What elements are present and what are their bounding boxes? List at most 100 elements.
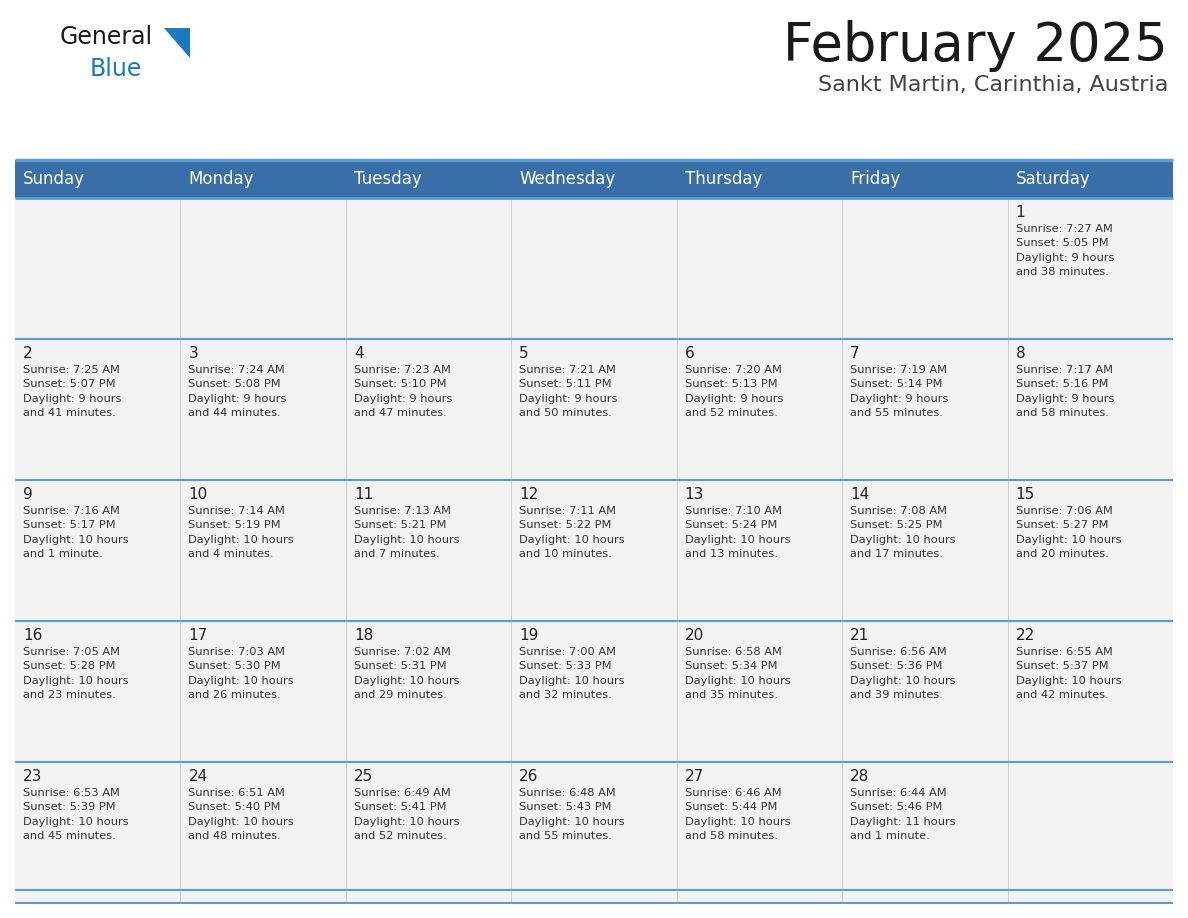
Text: Thursday: Thursday [684,170,762,188]
Text: Sunrise: 7:03 AM
Sunset: 5:30 PM
Daylight: 10 hours
and 26 minutes.: Sunrise: 7:03 AM Sunset: 5:30 PM Dayligh… [189,647,295,700]
Bar [181,762,346,903]
Text: 20: 20 [684,628,704,643]
Bar [346,480,511,621]
Bar [842,480,1007,621]
Bar [346,198,511,339]
Text: Sunrise: 6:44 AM
Sunset: 5:46 PM
Daylight: 11 hours
and 1 minute.: Sunrise: 6:44 AM Sunset: 5:46 PM Dayligh… [851,788,956,841]
Text: Wednesday: Wednesday [519,170,615,188]
Text: 7: 7 [851,346,860,361]
Text: 21: 21 [851,628,870,643]
Text: 10: 10 [189,487,208,502]
Bar [511,480,677,621]
Text: 23: 23 [23,769,43,784]
Text: 26: 26 [519,769,538,784]
Text: 15: 15 [1016,487,1035,502]
Text: Sunrise: 6:55 AM
Sunset: 5:37 PM
Daylight: 10 hours
and 42 minutes.: Sunrise: 6:55 AM Sunset: 5:37 PM Dayligh… [1016,647,1121,700]
Text: Sunrise: 7:11 AM
Sunset: 5:22 PM
Daylight: 10 hours
and 10 minutes.: Sunrise: 7:11 AM Sunset: 5:22 PM Dayligh… [519,506,625,559]
Text: 9: 9 [23,487,33,502]
Text: Sunrise: 7:06 AM
Sunset: 5:27 PM
Daylight: 10 hours
and 20 minutes.: Sunrise: 7:06 AM Sunset: 5:27 PM Dayligh… [1016,506,1121,559]
Text: 27: 27 [684,769,704,784]
Text: 3: 3 [189,346,198,361]
Text: General: General [61,25,153,49]
Text: Sunrise: 7:21 AM
Sunset: 5:11 PM
Daylight: 9 hours
and 50 minutes.: Sunrise: 7:21 AM Sunset: 5:11 PM Dayligh… [519,365,618,419]
Bar [511,621,677,762]
Bar [677,480,842,621]
Text: Monday: Monday [189,170,254,188]
Bar [15,339,181,480]
Bar [677,762,842,903]
Bar [842,762,1007,903]
Text: 18: 18 [354,628,373,643]
Text: Sunrise: 7:16 AM
Sunset: 5:17 PM
Daylight: 10 hours
and 1 minute.: Sunrise: 7:16 AM Sunset: 5:17 PM Dayligh… [23,506,128,559]
Text: 11: 11 [354,487,373,502]
Text: Sunrise: 7:17 AM
Sunset: 5:16 PM
Daylight: 9 hours
and 58 minutes.: Sunrise: 7:17 AM Sunset: 5:16 PM Dayligh… [1016,365,1114,419]
Bar [346,762,511,903]
Text: Sunrise: 7:19 AM
Sunset: 5:14 PM
Daylight: 9 hours
and 55 minutes.: Sunrise: 7:19 AM Sunset: 5:14 PM Dayligh… [851,365,948,419]
Bar [181,621,346,762]
Text: Sunrise: 7:25 AM
Sunset: 5:07 PM
Daylight: 9 hours
and 41 minutes.: Sunrise: 7:25 AM Sunset: 5:07 PM Dayligh… [23,365,121,419]
Bar [346,339,511,480]
Text: Sunrise: 7:05 AM
Sunset: 5:28 PM
Daylight: 10 hours
and 23 minutes.: Sunrise: 7:05 AM Sunset: 5:28 PM Dayligh… [23,647,128,700]
Bar [511,762,677,903]
Text: Sunrise: 7:27 AM
Sunset: 5:05 PM
Daylight: 9 hours
and 38 minutes.: Sunrise: 7:27 AM Sunset: 5:05 PM Dayligh… [1016,224,1114,277]
Text: Sunrise: 6:46 AM
Sunset: 5:44 PM
Daylight: 10 hours
and 58 minutes.: Sunrise: 6:46 AM Sunset: 5:44 PM Dayligh… [684,788,790,841]
Text: 22: 22 [1016,628,1035,643]
Text: February 2025: February 2025 [783,20,1168,72]
Bar [1007,762,1173,903]
Bar [677,339,842,480]
Bar [346,621,511,762]
Text: Sankt Martin, Carinthia, Austria: Sankt Martin, Carinthia, Austria [817,75,1168,95]
Text: Sunrise: 7:08 AM
Sunset: 5:25 PM
Daylight: 10 hours
and 17 minutes.: Sunrise: 7:08 AM Sunset: 5:25 PM Dayligh… [851,506,956,559]
Text: Sunrise: 6:51 AM
Sunset: 5:40 PM
Daylight: 10 hours
and 48 minutes.: Sunrise: 6:51 AM Sunset: 5:40 PM Dayligh… [189,788,295,841]
Bar [1007,480,1173,621]
Text: Sunrise: 6:48 AM
Sunset: 5:43 PM
Daylight: 10 hours
and 55 minutes.: Sunrise: 6:48 AM Sunset: 5:43 PM Dayligh… [519,788,625,841]
Text: Sunrise: 7:23 AM
Sunset: 5:10 PM
Daylight: 9 hours
and 47 minutes.: Sunrise: 7:23 AM Sunset: 5:10 PM Dayligh… [354,365,453,419]
Text: Sunrise: 7:00 AM
Sunset: 5:33 PM
Daylight: 10 hours
and 32 minutes.: Sunrise: 7:00 AM Sunset: 5:33 PM Dayligh… [519,647,625,700]
Polygon shape [164,28,190,58]
Bar [1007,198,1173,339]
Text: Sunrise: 7:20 AM
Sunset: 5:13 PM
Daylight: 9 hours
and 52 minutes.: Sunrise: 7:20 AM Sunset: 5:13 PM Dayligh… [684,365,783,419]
Text: Saturday: Saturday [1016,170,1091,188]
Text: Sunrise: 7:13 AM
Sunset: 5:21 PM
Daylight: 10 hours
and 7 minutes.: Sunrise: 7:13 AM Sunset: 5:21 PM Dayligh… [354,506,460,559]
Text: 13: 13 [684,487,704,502]
Bar [181,480,346,621]
Bar [842,339,1007,480]
Bar [511,339,677,480]
Bar [15,762,181,903]
Bar [677,621,842,762]
Text: Sunrise: 7:14 AM
Sunset: 5:19 PM
Daylight: 10 hours
and 4 minutes.: Sunrise: 7:14 AM Sunset: 5:19 PM Dayligh… [189,506,295,559]
Text: Friday: Friday [851,170,901,188]
Text: 6: 6 [684,346,695,361]
Text: 2: 2 [23,346,32,361]
Bar [181,198,346,339]
Text: Tuesday: Tuesday [354,170,422,188]
Bar [15,160,1173,198]
Text: 5: 5 [519,346,529,361]
Bar [677,198,842,339]
Text: Sunrise: 7:10 AM
Sunset: 5:24 PM
Daylight: 10 hours
and 13 minutes.: Sunrise: 7:10 AM Sunset: 5:24 PM Dayligh… [684,506,790,559]
Text: 16: 16 [23,628,43,643]
Text: Sunrise: 6:53 AM
Sunset: 5:39 PM
Daylight: 10 hours
and 45 minutes.: Sunrise: 6:53 AM Sunset: 5:39 PM Dayligh… [23,788,128,841]
Bar [15,621,181,762]
Text: Sunrise: 6:56 AM
Sunset: 5:36 PM
Daylight: 10 hours
and 39 minutes.: Sunrise: 6:56 AM Sunset: 5:36 PM Dayligh… [851,647,956,700]
Text: 1: 1 [1016,205,1025,220]
Bar [842,621,1007,762]
Text: Sunrise: 6:58 AM
Sunset: 5:34 PM
Daylight: 10 hours
and 35 minutes.: Sunrise: 6:58 AM Sunset: 5:34 PM Dayligh… [684,647,790,700]
Bar [15,480,181,621]
Text: 28: 28 [851,769,870,784]
Text: 4: 4 [354,346,364,361]
Text: 17: 17 [189,628,208,643]
Text: 8: 8 [1016,346,1025,361]
Bar [15,198,181,339]
Bar [1007,621,1173,762]
Text: 24: 24 [189,769,208,784]
Bar [1007,339,1173,480]
Text: 14: 14 [851,487,870,502]
Text: 25: 25 [354,769,373,784]
Bar [181,339,346,480]
Text: Sunrise: 7:24 AM
Sunset: 5:08 PM
Daylight: 9 hours
and 44 minutes.: Sunrise: 7:24 AM Sunset: 5:08 PM Dayligh… [189,365,286,419]
Bar [511,198,677,339]
Text: 19: 19 [519,628,538,643]
Text: Sunrise: 6:49 AM
Sunset: 5:41 PM
Daylight: 10 hours
and 52 minutes.: Sunrise: 6:49 AM Sunset: 5:41 PM Dayligh… [354,788,460,841]
Bar [842,198,1007,339]
